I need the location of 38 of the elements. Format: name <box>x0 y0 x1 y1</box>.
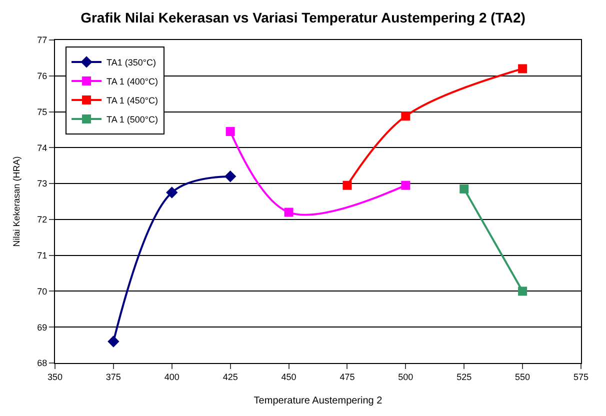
x-tick-label: 575 <box>573 372 589 382</box>
point <box>108 336 120 348</box>
point <box>224 170 236 182</box>
legend-label: TA1 (350°C) <box>106 57 156 68</box>
y-tick-label: 68 <box>37 358 48 368</box>
x-tick-label: 500 <box>398 372 414 382</box>
point <box>460 184 469 194</box>
point <box>518 64 528 74</box>
x-tick-label: 425 <box>222 372 238 382</box>
y-tick-label: 77 <box>37 35 48 46</box>
x-axis-title: Temperature Austempering 2 <box>254 395 383 406</box>
x-tick-label: 550 <box>515 372 530 382</box>
x-tick-label: 450 <box>281 372 296 382</box>
legend-label: TA 1 (400°C) <box>106 76 158 86</box>
y-tick-label: 72 <box>37 214 48 225</box>
y-tick-label: 73 <box>37 178 48 189</box>
legend-label: TA 1 (500°C) <box>106 114 158 124</box>
y-tick-label: 74 <box>37 142 48 153</box>
y-tick-label: 69 <box>37 322 48 332</box>
point <box>401 112 410 121</box>
point <box>342 180 352 190</box>
y-axis-title: Nilai Kekerasan (HRA) <box>12 156 22 247</box>
x-tick-label: 525 <box>456 372 472 382</box>
point <box>401 180 410 190</box>
point <box>226 127 235 136</box>
x-tick-label: 375 <box>106 372 121 382</box>
legend-label: TA 1 (450°C) <box>106 95 158 106</box>
point <box>284 208 294 217</box>
y-tick-label: 76 <box>37 71 48 82</box>
y-tick-label: 75 <box>37 106 48 117</box>
y-tick-label: 70 <box>37 286 48 296</box>
x-tick-label: 475 <box>340 372 355 382</box>
x-tick-label: 400 <box>164 372 180 382</box>
point <box>518 286 528 296</box>
x-tick-label: 350 <box>47 372 63 382</box>
point <box>166 186 178 198</box>
y-tick-label: 71 <box>37 250 48 260</box>
chart-title: Grafik Nilai Kekerasan vs Variasi Temperatur Austempering 2 (TA2) <box>80 9 526 26</box>
